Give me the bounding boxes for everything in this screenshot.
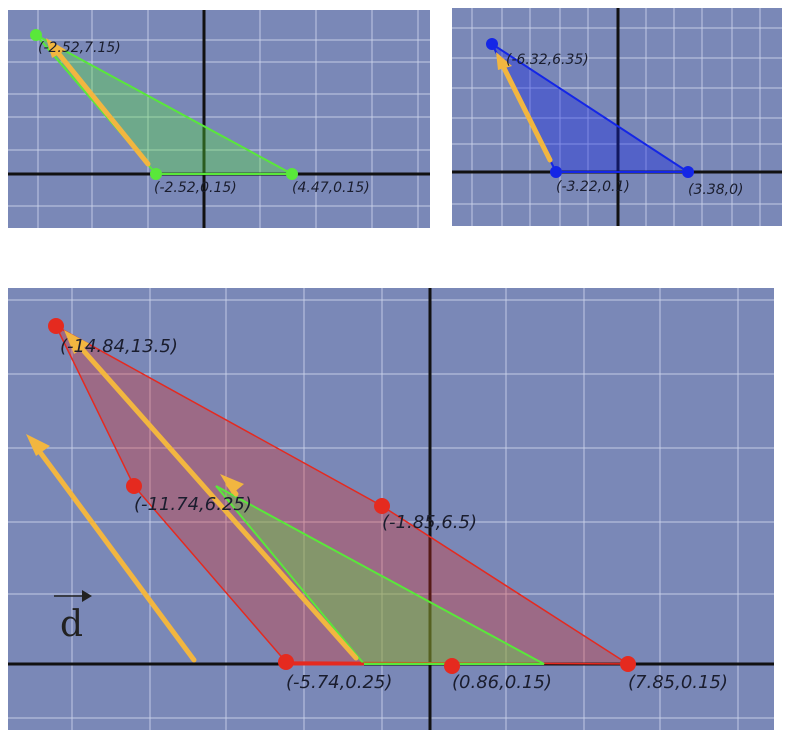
point-mid-left	[126, 478, 142, 494]
point-base-right	[620, 656, 636, 672]
arrow-blue-edge	[499, 61, 553, 163]
arrowhead-direction-vector	[26, 434, 50, 456]
blue-triangle-graph: (-6.32,6.35) (-3.22,0.1) (3.38,0)	[452, 8, 782, 226]
point-base-left	[278, 654, 294, 670]
label-right: (3.38,0)	[688, 182, 743, 198]
arrowhead-green-edge	[46, 38, 66, 58]
label-apex: (-14.84,13.5)	[60, 336, 178, 357]
label-base-left: (-5.74,0.25)	[286, 672, 392, 693]
arrowhead-blue-edge	[496, 52, 512, 70]
label-apex: (-6.32,6.35)	[506, 52, 589, 68]
graph-background	[8, 10, 430, 228]
vector-letter: d	[60, 604, 83, 645]
arrow-direction-vector	[31, 441, 197, 663]
label-apex: (-2.52,7.15)	[38, 40, 121, 56]
point-apex	[30, 29, 42, 41]
vector-d-label: d	[54, 590, 92, 645]
point-left	[550, 166, 562, 178]
label-left: (-3.22,0.1)	[556, 179, 630, 195]
blue-triangle-panel: (-6.32,6.35) (-3.22,0.1) (3.38,0)	[452, 8, 782, 226]
grid-lines	[8, 10, 430, 228]
point-apex	[48, 318, 64, 334]
label-mid-left: (-11.74,6.25)	[134, 494, 252, 515]
vector-overline-head	[82, 590, 92, 602]
grid-lines	[8, 288, 774, 730]
label-left: (-2.52,0.15)	[154, 180, 237, 196]
main-triangle-graph: (-14.84,13.5) (-11.74,6.25) (-1.85,6.5) …	[8, 288, 774, 730]
point-right	[682, 166, 694, 178]
label-base-mid: (0.86,0.15)	[452, 672, 552, 693]
label-mid-right: (-1.85,6.5)	[382, 512, 477, 533]
point-left	[150, 168, 162, 180]
green-triangle-panel: (-2.52,7.15) (-2.52,0.15) (4.47,0.15)	[8, 10, 430, 228]
graph-background	[8, 288, 774, 730]
point-mid-right	[374, 498, 390, 514]
point-apex	[486, 38, 498, 50]
green-triangle	[35, 34, 293, 175]
point-right	[286, 168, 298, 180]
arrowhead-inner	[220, 474, 244, 494]
arrow-long-edge	[71, 337, 359, 661]
arrow-green-edge	[51, 45, 151, 167]
green-triangle-graph: (-2.52,7.15) (-2.52,0.15) (4.47,0.15)	[8, 10, 430, 228]
label-right: (4.47,0.15)	[292, 180, 370, 196]
arrowhead-long-edge	[64, 330, 90, 354]
point-base-mid	[444, 658, 460, 674]
label-base-right: (7.85,0.15)	[628, 672, 728, 693]
main-triangle-panel: (-14.84,13.5) (-11.74,6.25) (-1.85,6.5) …	[8, 288, 774, 730]
